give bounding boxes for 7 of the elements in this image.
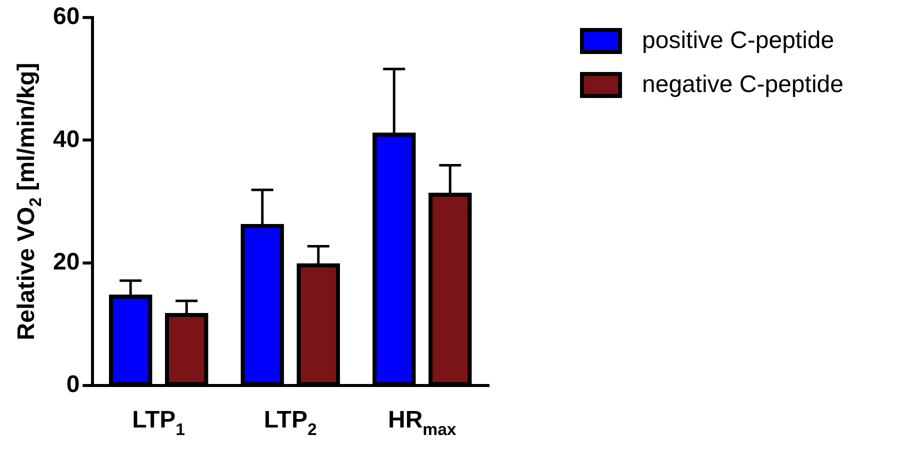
- y-tick-label: 60: [52, 3, 80, 30]
- legend-label: negative C-peptide: [642, 71, 844, 99]
- y-tick-label: 0: [66, 371, 80, 398]
- y-tick-label: 40: [52, 126, 80, 153]
- y-axis-title: Relative VO2 [ml/min/kg]: [13, 62, 46, 340]
- legend-label: positive C-peptide: [642, 27, 834, 55]
- y-tick-label: 20: [52, 248, 80, 276]
